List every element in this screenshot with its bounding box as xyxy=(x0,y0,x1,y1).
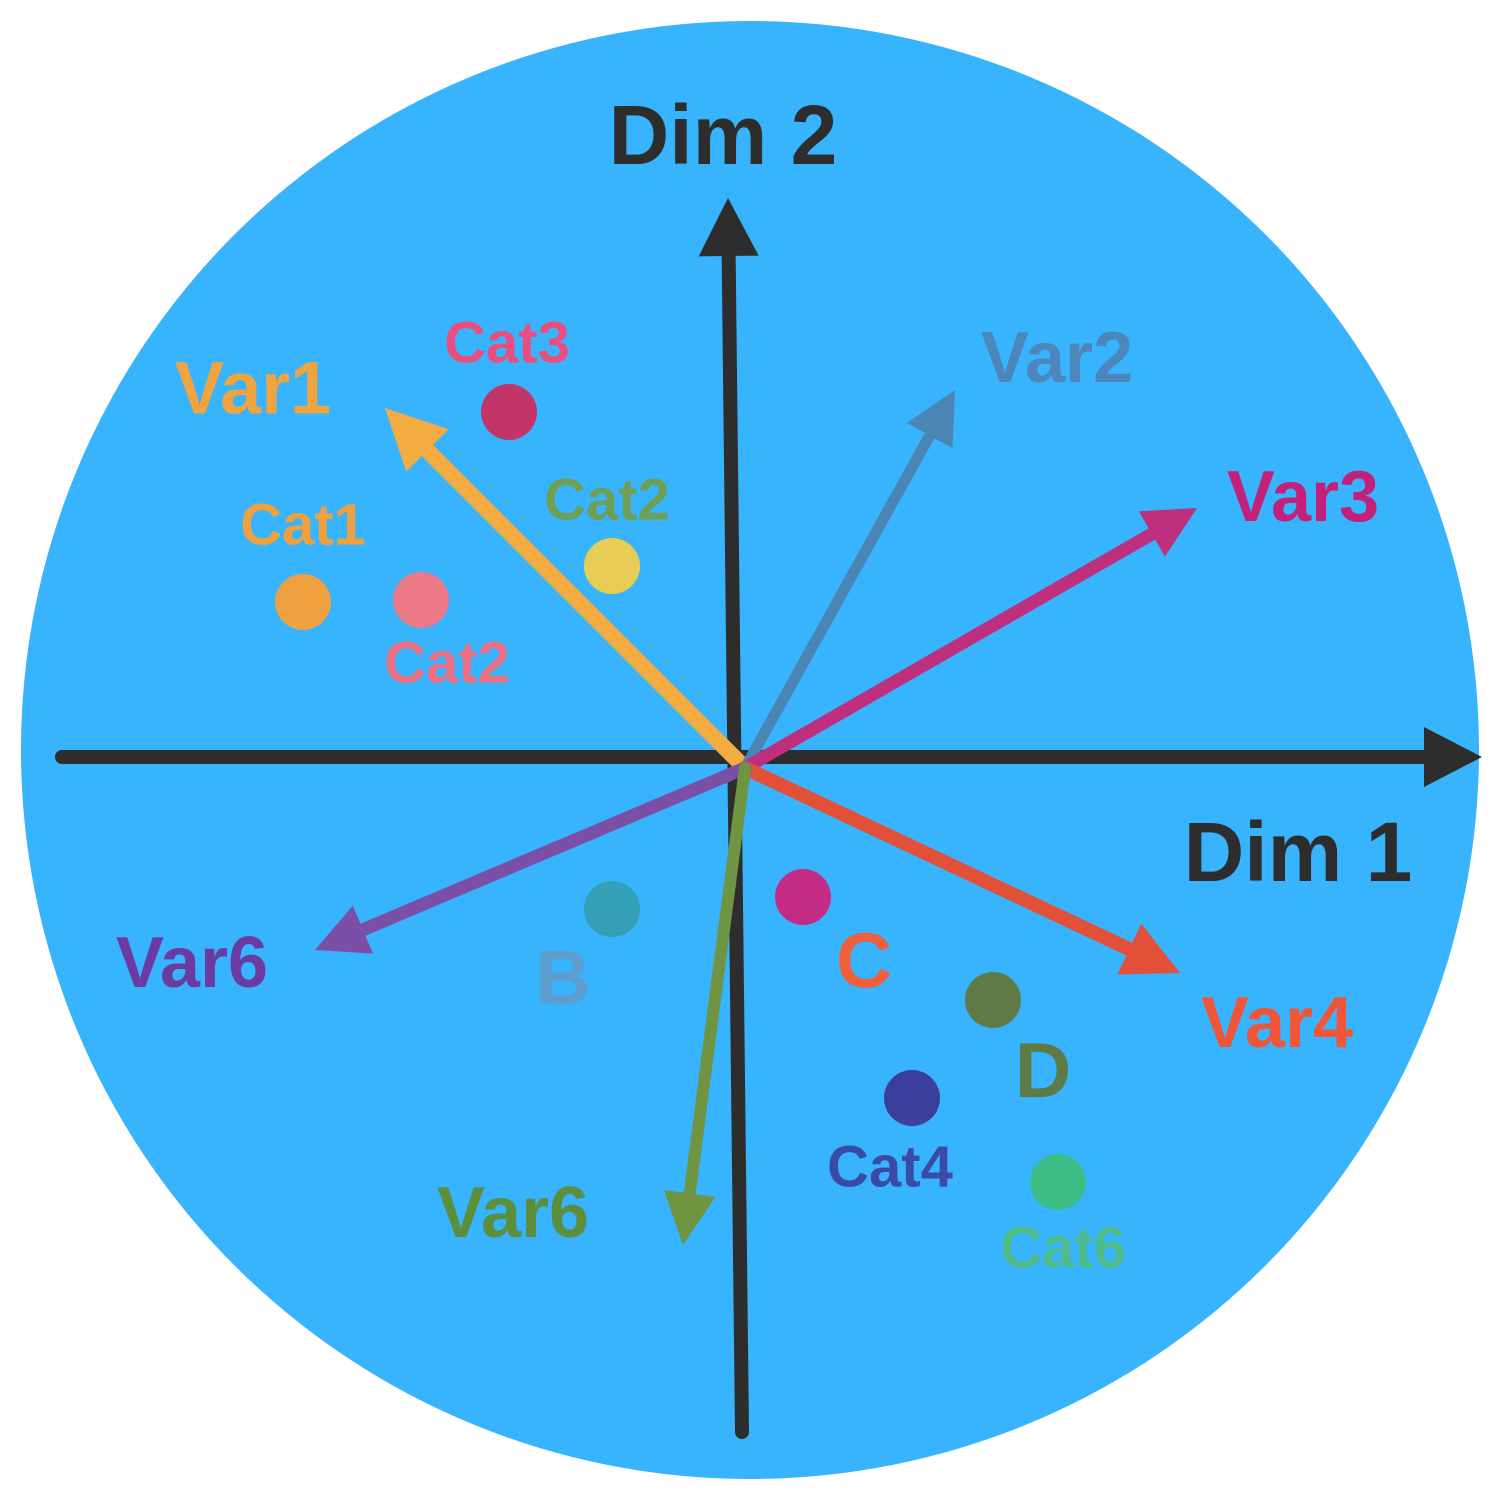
var1-arrow-shaft xyxy=(415,438,753,776)
var1-arrow-head xyxy=(385,408,449,472)
var2-arrow-shaft xyxy=(739,424,939,774)
var1-label: Var1 xyxy=(175,347,331,430)
c-dot xyxy=(775,869,831,925)
d-dot xyxy=(965,972,1021,1028)
cat6-label: Cat6 xyxy=(1000,1216,1126,1281)
b-label: B xyxy=(536,936,591,1021)
var4-arrow-head xyxy=(1117,923,1180,975)
var3-label: Var3 xyxy=(1227,457,1379,537)
var2-arrow-head xyxy=(907,390,955,449)
cat1-dot xyxy=(275,574,331,630)
d-label: D xyxy=(1015,1026,1071,1114)
x-axis-head xyxy=(1424,727,1482,787)
var3-arrow-head xyxy=(1138,508,1197,557)
cat4-label: Cat4 xyxy=(827,1135,953,1200)
var6-left-label: Var6 xyxy=(116,923,268,1003)
y-axis-head xyxy=(698,198,759,257)
x-axis-label: Dim 1 xyxy=(1184,805,1413,899)
var6-down-arrow-head xyxy=(663,1190,716,1245)
var6-left-arrow-head xyxy=(315,905,374,954)
var6-down-label: Var6 xyxy=(437,1173,589,1253)
var3-arrow-shaft xyxy=(738,524,1164,775)
cat2-yellow-dot xyxy=(584,538,640,594)
cat6-dot xyxy=(1030,1154,1086,1210)
var4-arrow-shaft xyxy=(738,761,1142,959)
cat3-dot xyxy=(481,384,537,440)
b-dot xyxy=(584,881,640,937)
var2-label: Var2 xyxy=(981,318,1133,398)
cat2-yellow-label: Cat2 xyxy=(544,468,670,533)
cat2-pink-dot xyxy=(393,572,449,628)
c-label: C xyxy=(836,916,892,1004)
cat3-label: Cat3 xyxy=(444,311,570,376)
var4-label: Var4 xyxy=(1201,983,1353,1063)
cat1-label: Cat1 xyxy=(240,493,366,558)
y-axis-label: Dim 2 xyxy=(609,88,838,182)
var6-down-arrow-shaft xyxy=(682,762,751,1206)
cat4-dot xyxy=(884,1070,940,1126)
var6-left-arrow-shaft xyxy=(350,761,752,939)
cat2-pink-label: Cat2 xyxy=(384,631,510,696)
